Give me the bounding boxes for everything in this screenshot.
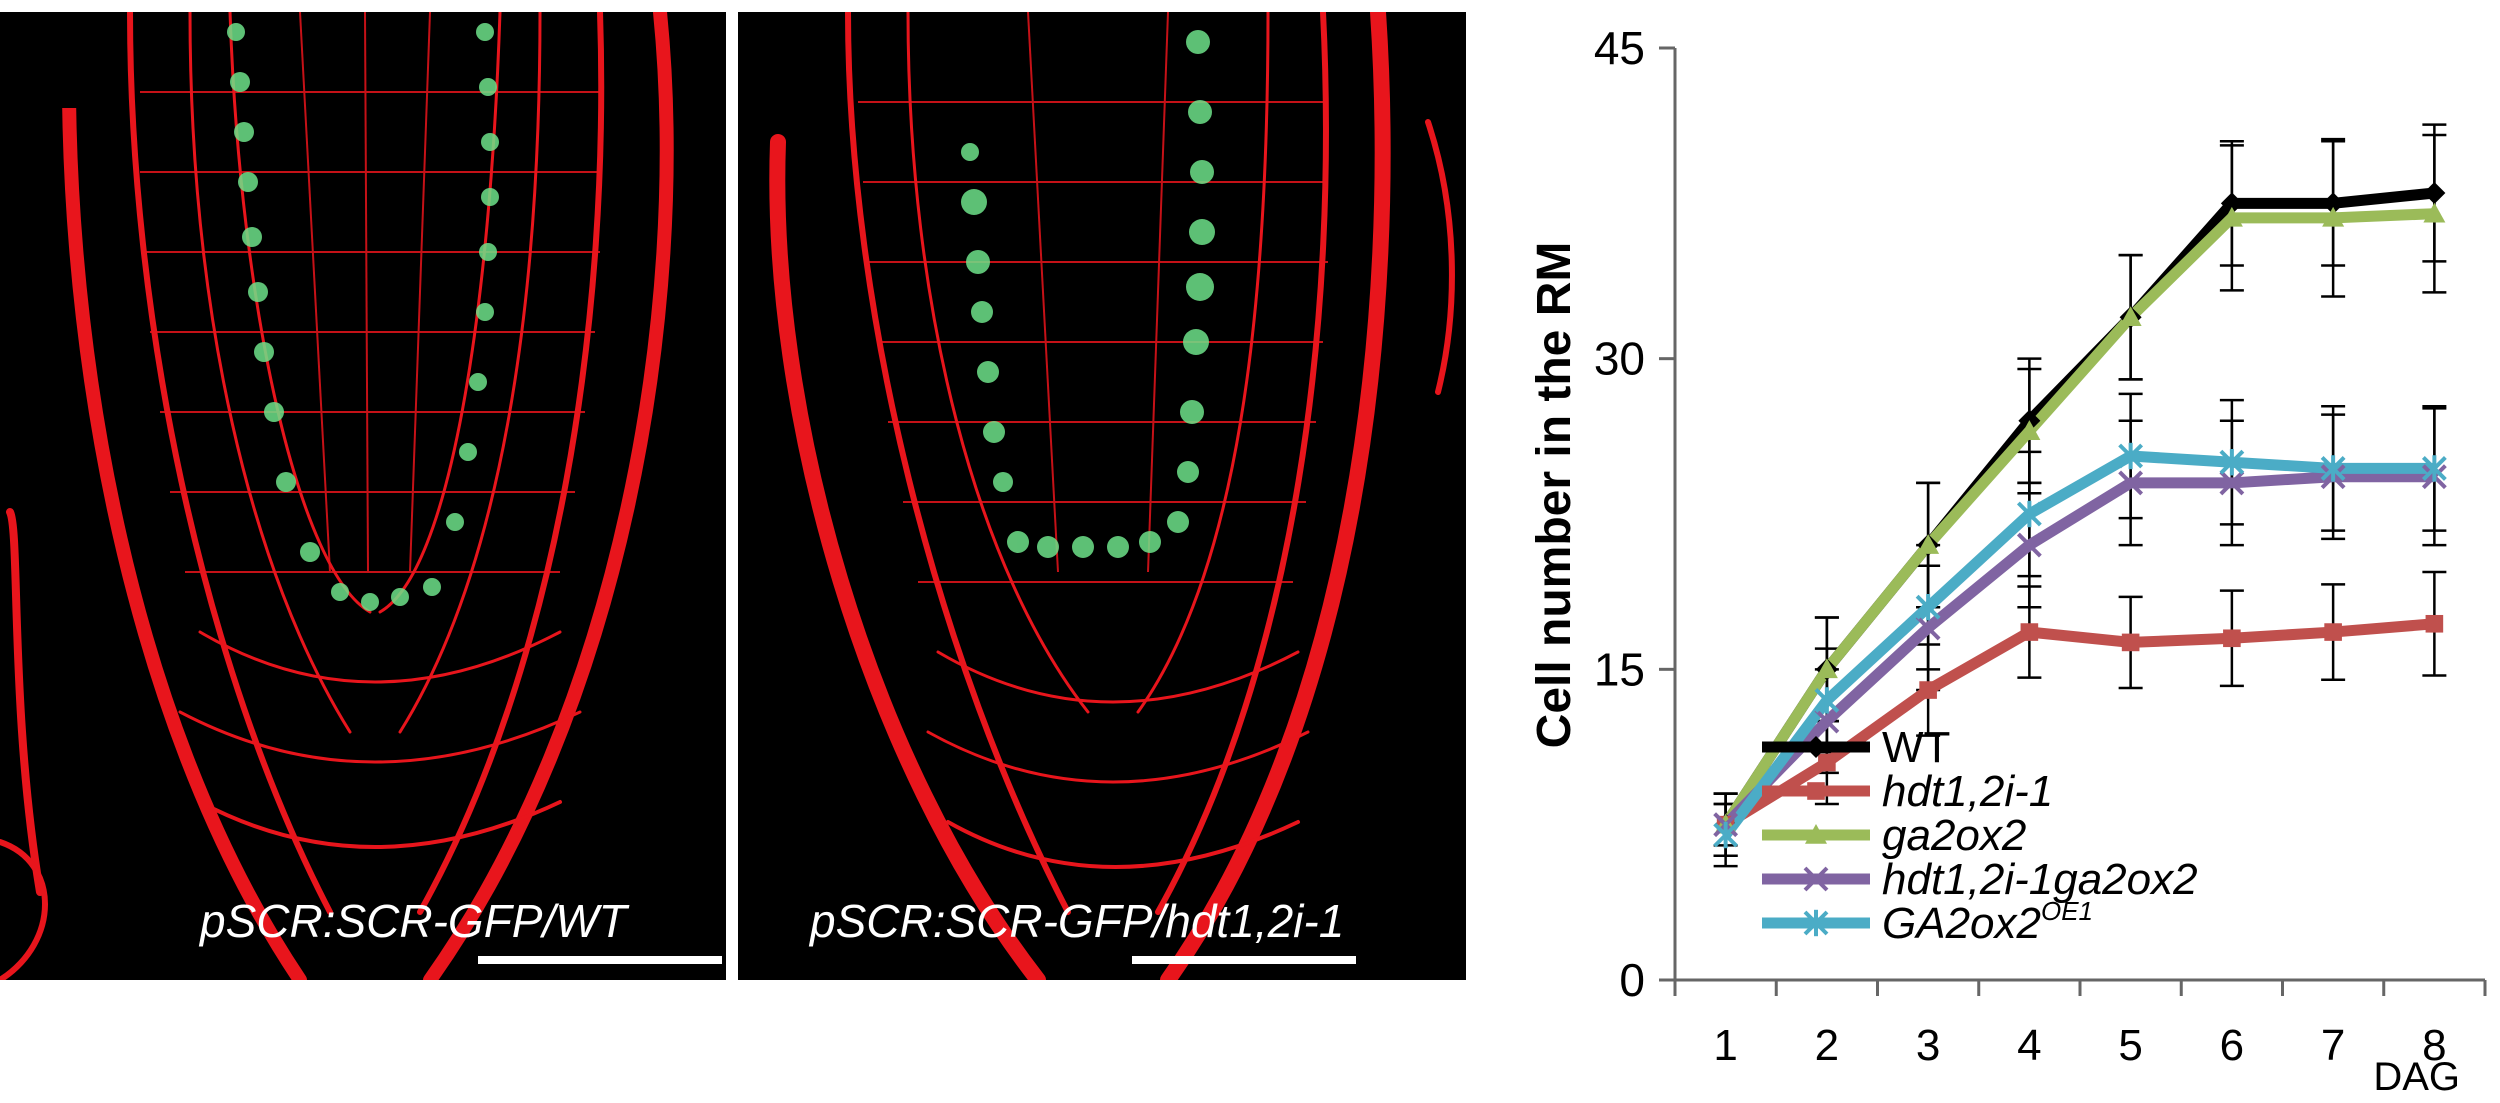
legend-item: WT xyxy=(1762,723,1950,772)
data-point xyxy=(2118,470,2144,496)
series-lines xyxy=(1721,187,2435,839)
x-tick-label: 3 xyxy=(1916,1021,1940,1070)
data-point xyxy=(2320,455,2346,482)
data-point xyxy=(1807,782,1825,800)
scale-bar xyxy=(478,956,722,964)
panel-caption-wt: pSCR:SCR-GFP/WT xyxy=(200,895,627,947)
micrograph-hdt1-2i-1: pSCR:SCR-GFP/hdt1,2i-1 xyxy=(738,12,1466,980)
root-tip-image-hdt1-2i-1 xyxy=(769,12,1455,980)
legend-label: GA2ox2OE1 xyxy=(1882,896,2093,948)
data-point xyxy=(1915,615,1941,641)
legend-label: WT xyxy=(1882,723,1950,772)
data-point xyxy=(2421,455,2447,482)
data-point xyxy=(1803,909,1829,937)
panel-caption-hdt1-2i-1: pSCR:SCR-GFP/hdt1,2i-1 xyxy=(810,895,1345,947)
chart-legend: WThdt1,2i-1ga2ox2hdt1,2i-1ga2ox2GA2ox2OE… xyxy=(1762,723,2198,948)
y-tick-label: 45 xyxy=(1594,22,1645,74)
data-point xyxy=(2423,181,2446,204)
x-tick-label: 6 xyxy=(2220,1021,2244,1070)
data-point xyxy=(2322,192,2345,215)
legend-label: ga2ox2 xyxy=(1882,811,2026,860)
y-tick-label: 30 xyxy=(1594,333,1645,385)
series-line xyxy=(1721,208,2435,828)
legend-item: hdt1,2i-1ga2ox2 xyxy=(1762,855,2198,904)
scale-bar xyxy=(1132,956,1356,964)
data-point xyxy=(1815,658,1838,679)
legend-label: hdt1,2i-1 xyxy=(1882,767,2053,816)
data-point xyxy=(2016,532,2042,558)
data-point xyxy=(2324,623,2342,641)
data-point xyxy=(1917,534,1940,554)
overlay-black-square xyxy=(744,12,818,108)
data-point xyxy=(1814,687,1840,714)
data-point xyxy=(2423,202,2446,223)
data-point xyxy=(1814,708,1840,734)
data-point xyxy=(1915,594,1941,621)
legend-item: hdt1,2i-1 xyxy=(1762,767,2053,816)
data-point xyxy=(1803,866,1829,892)
y-tick-label: 15 xyxy=(1594,643,1645,695)
overlay-black-square xyxy=(6,12,80,108)
series-line xyxy=(1721,450,2435,839)
x-tick-label: 4 xyxy=(2017,1021,2041,1070)
x-axis-label: DAG xyxy=(2373,1055,2460,1099)
series-line xyxy=(1721,471,2435,829)
data-point xyxy=(2016,500,2042,528)
data-point xyxy=(2322,206,2345,227)
legend-item: GA2ox2OE1 xyxy=(1762,896,2093,948)
data-point xyxy=(2220,206,2243,227)
data-point xyxy=(2119,306,2142,327)
data-point xyxy=(2223,629,2241,648)
x-tick-label: 8 xyxy=(2422,1021,2446,1070)
x-tick-label: 2 xyxy=(1815,1021,1839,1070)
series-markers xyxy=(1713,181,2447,849)
y-axis-label: Cell number in the RM xyxy=(1528,242,1581,749)
data-point xyxy=(2219,470,2245,496)
data-point xyxy=(2219,449,2245,476)
data-point xyxy=(2220,192,2243,215)
data-point xyxy=(2118,442,2144,470)
y-tick-label: 0 xyxy=(1619,954,1645,1006)
data-point xyxy=(2425,614,2444,633)
x-tick-label: 7 xyxy=(2321,1021,2345,1070)
root-tip-image-wt xyxy=(0,12,674,980)
data-point xyxy=(2018,420,2041,440)
data-point xyxy=(2121,633,2140,652)
x-tick-label: 1 xyxy=(1713,1021,1737,1070)
data-point xyxy=(1818,753,1836,772)
legend-item: ga2ox2 xyxy=(1762,811,2026,860)
data-point xyxy=(2020,623,2039,641)
x-tick-label: 5 xyxy=(2118,1021,2142,1070)
micrograph-wt: pSCR:SCR-GFP/WT xyxy=(0,12,726,980)
data-point xyxy=(1805,736,1827,758)
legend-label: hdt1,2i-1ga2ox2 xyxy=(1882,855,2198,904)
data-point xyxy=(1713,821,1739,849)
data-point xyxy=(1919,681,1937,699)
data-point xyxy=(1805,824,1827,844)
